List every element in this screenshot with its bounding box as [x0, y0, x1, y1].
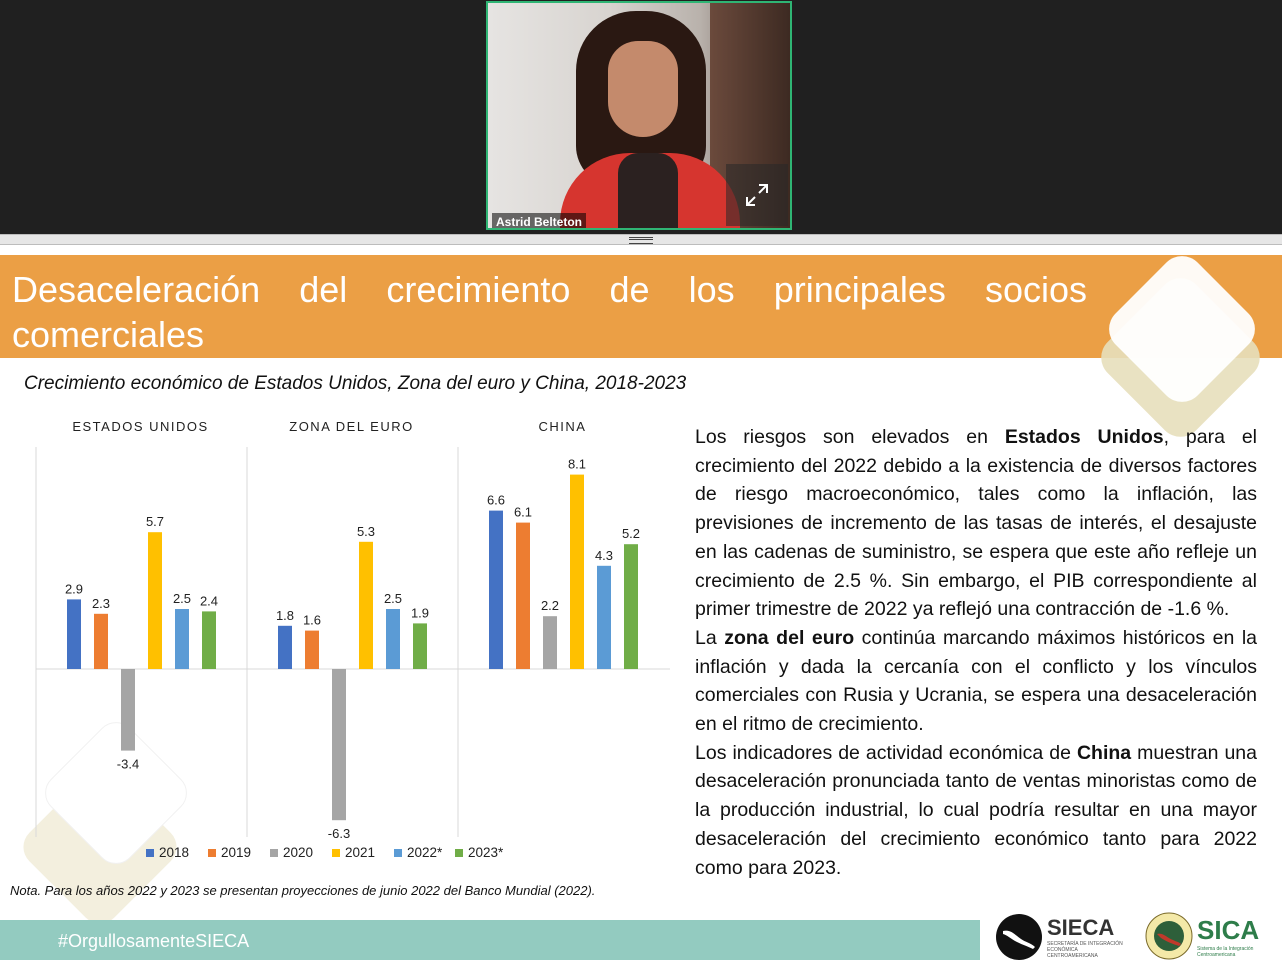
legend-swatch-2021 — [332, 849, 340, 857]
data-label: 1.6 — [303, 613, 321, 628]
participant-video-tile[interactable]: Astrid Belteton — [486, 1, 792, 230]
data-label: 5.2 — [622, 526, 640, 541]
slide-body-text: Los riesgos son elevados en Estados Unid… — [695, 423, 1257, 882]
bar-2023-2 — [624, 544, 638, 669]
legend-label: 2021 — [345, 845, 375, 860]
data-label: 4.3 — [595, 548, 613, 563]
legend-label: 2022* — [407, 845, 443, 860]
chart-area: ESTADOS UNIDOS 2.9 2.3 -3.4 5.7 2.5 2.4 ZONA DE… — [0, 407, 680, 932]
bar-2021-2 — [570, 474, 584, 669]
data-label: 2.5 — [173, 591, 191, 606]
expand-arrows-icon — [746, 184, 768, 206]
data-label: 1.9 — [411, 605, 429, 620]
sieca-logo: SIECA SECRETARÍA DE INTEGRACIÓN ECONÓMIC… — [995, 913, 1125, 961]
shared-slide: Desaceleración del crecimiento de los pr… — [0, 245, 1282, 966]
data-label: -6.3 — [328, 826, 350, 841]
data-label: 2.3 — [92, 596, 110, 611]
legend-swatch-2018 — [146, 849, 154, 857]
legend-swatch-2019 — [208, 849, 216, 857]
growth-bar-chart: ESTADOS UNIDOS 2.9 2.3 -3.4 5.7 2.5 2.4 ZONA DE… — [35, 419, 670, 860]
participant-name-label: Astrid Belteton — [492, 213, 587, 228]
legend-label: 2018 — [159, 845, 189, 860]
legend-label: 2020 — [283, 845, 313, 860]
chart-subtitle: Crecimiento económico de Estados Unidos,… — [24, 373, 687, 394]
participant-face — [608, 41, 678, 137]
panel-title-2: CHINA — [539, 419, 587, 434]
paragraph-eurozone: La zona del euro continúa marcando máxim… — [695, 626, 1258, 736]
bar-2023-0 — [202, 611, 216, 669]
bar-2022-1 — [386, 609, 400, 669]
bar-2023-1 — [413, 623, 427, 669]
data-label: 8.1 — [568, 457, 586, 472]
bar-2022-0 — [175, 609, 189, 669]
bar-2020-1 — [332, 669, 346, 821]
panel-title-0: ESTADOS UNIDOS — [72, 419, 208, 434]
data-label: 2.9 — [65, 581, 83, 596]
bar-2018-1 — [278, 625, 292, 669]
legend-label: 2023* — [468, 845, 504, 860]
bar-2019-0 — [94, 613, 108, 669]
data-label: 6.1 — [514, 505, 532, 520]
sica-seal-icon — [1145, 912, 1193, 960]
chart-note: Nota. Para los años 2022 y 2023 se prese… — [10, 883, 596, 898]
data-label: 6.6 — [487, 493, 505, 508]
legend-swatch-2020 — [270, 849, 278, 857]
sica-logo: SICA Sistema de la Integración Centroame… — [1145, 911, 1275, 961]
expand-video-button[interactable] — [726, 164, 788, 226]
legend-label: 2019 — [221, 845, 251, 860]
footer-bar — [0, 920, 980, 960]
participant-shirt — [618, 153, 678, 228]
data-label: 2.2 — [541, 598, 559, 613]
data-label: 5.7 — [146, 514, 164, 529]
legend-swatch-2022 — [394, 849, 402, 857]
legend-swatch-2023 — [455, 849, 463, 857]
bar-2019-2 — [516, 522, 530, 669]
sieca-subtitle: SECRETARÍA DE INTEGRACIÓN ECONÓMICA CENT… — [1047, 941, 1123, 959]
paragraph-china: Los indicadores de actividad económica d… — [695, 741, 1257, 879]
bar-2020-2 — [543, 616, 557, 669]
sica-subtitle: Sistema de la Integración Centroamerican… — [1197, 945, 1254, 958]
data-label: 2.4 — [200, 593, 218, 608]
bar-2018-0 — [67, 599, 81, 669]
bar-2022-2 — [597, 565, 611, 669]
central-america-map-icon — [996, 914, 1042, 960]
meeting-video-strip: Astrid Belteton — [0, 0, 1282, 236]
data-label: 5.3 — [357, 524, 375, 539]
paragraph-usa: Los riesgos son elevados en Estados Unid… — [695, 426, 1257, 621]
title-band: Desaceleración del crecimiento de los pr… — [0, 255, 1282, 358]
data-label: 2.5 — [384, 591, 402, 606]
sieca-wordmark: SIECA — [1047, 915, 1115, 940]
bar-2021-1 — [359, 541, 373, 669]
panel-title-1: ZONA DEL EURO — [289, 419, 413, 434]
footer-hashtag: #OrgullosamenteSIECA — [58, 931, 250, 951]
bar-2020-0 — [121, 669, 135, 751]
data-label: 1.8 — [276, 608, 294, 623]
data-label: -3.4 — [117, 757, 139, 772]
drag-handle-icon[interactable] — [629, 237, 653, 244]
split-view-divider[interactable] — [0, 234, 1282, 245]
bar-2019-1 — [305, 630, 319, 669]
sica-wordmark: SICA — [1197, 914, 1260, 945]
bar-2021-0 — [148, 532, 162, 669]
slide-title: Desaceleración del crecimiento de los pr… — [12, 269, 1087, 355]
bar-2018-2 — [489, 510, 503, 669]
